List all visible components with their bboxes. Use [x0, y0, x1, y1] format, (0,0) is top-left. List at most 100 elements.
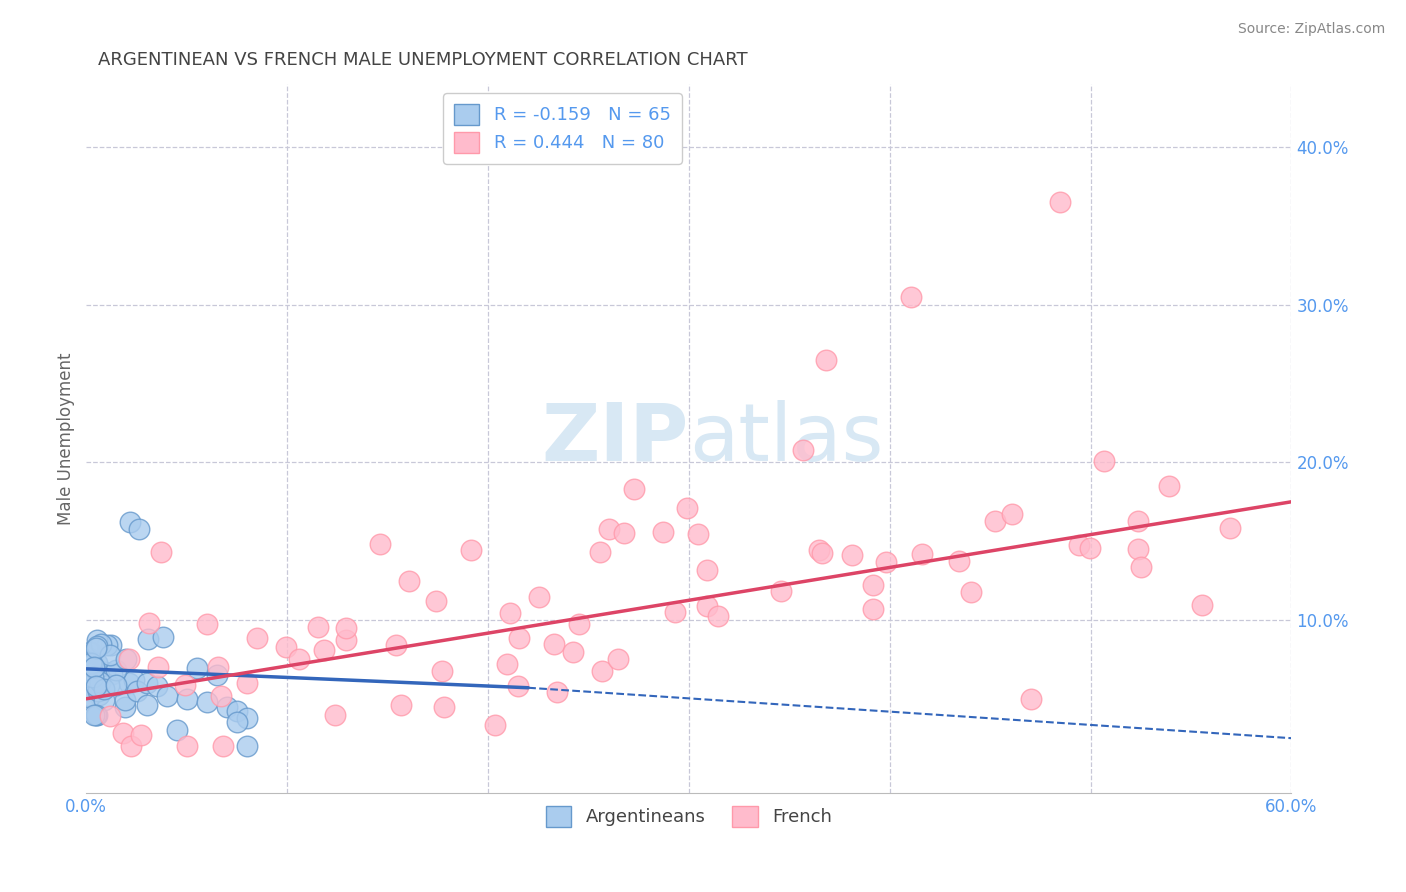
Point [138, 616, 160, 631]
Point [195, 617, 218, 632]
Point [862, 602, 884, 616]
Point [770, 584, 793, 599]
Point [391, 698, 413, 712]
Point [77, 665, 100, 680]
Point [105, 678, 128, 692]
Point [841, 548, 863, 562]
Point [875, 555, 897, 569]
Point [484, 718, 506, 732]
Point [87, 669, 110, 683]
Point [205, 668, 228, 682]
Text: atlas: atlas [689, 400, 883, 478]
Point [1001, 507, 1024, 521]
Point [98, 648, 121, 663]
Point [84, 679, 107, 693]
Point [664, 605, 686, 619]
Point [1092, 454, 1115, 468]
Point [862, 578, 884, 592]
Point [495, 657, 517, 672]
Point [90, 636, 112, 650]
Point [1130, 560, 1153, 574]
Point [323, 708, 346, 723]
Point [1067, 538, 1090, 552]
Point [166, 723, 188, 738]
Point [207, 659, 229, 673]
Point [606, 652, 628, 666]
Point [97, 678, 120, 692]
Point [135, 698, 157, 713]
Point [89, 675, 111, 690]
Point [307, 620, 329, 634]
Point [706, 609, 728, 624]
Point [1191, 598, 1213, 612]
Text: ARGENTINEAN VS FRENCH MALE UNEMPLOYMENT CORRELATION CHART: ARGENTINEAN VS FRENCH MALE UNEMPLOYMENT … [98, 51, 748, 69]
Point [124, 673, 146, 687]
Point [900, 290, 922, 304]
Point [568, 616, 591, 631]
Point [174, 677, 197, 691]
Point [156, 689, 179, 703]
Point [152, 630, 174, 644]
Point [212, 739, 235, 753]
Point [77, 655, 100, 669]
Point [83, 707, 105, 722]
Point [87, 688, 110, 702]
Point [83, 661, 105, 675]
Point [948, 554, 970, 568]
Point [114, 692, 136, 706]
Point [80, 653, 103, 667]
Point [696, 563, 718, 577]
Point [146, 660, 169, 674]
Point [145, 679, 167, 693]
Point [87, 684, 110, 698]
Point [118, 652, 141, 666]
Point [335, 621, 357, 635]
Point [77, 680, 100, 694]
Point [226, 705, 249, 719]
Point [100, 638, 122, 652]
Point [120, 739, 142, 753]
Point [425, 593, 447, 607]
Point [84, 670, 107, 684]
Point [1049, 195, 1071, 210]
Point [114, 699, 136, 714]
Point [101, 666, 124, 681]
Point [276, 640, 298, 654]
Point [79, 690, 101, 704]
Point [176, 691, 198, 706]
Point [186, 661, 208, 675]
Point [83, 659, 105, 673]
Point [118, 675, 141, 690]
Point [96, 639, 118, 653]
Point [368, 537, 391, 551]
Point [335, 633, 357, 648]
Point [77, 690, 100, 704]
Point [1219, 521, 1241, 535]
Text: ZIP: ZIP [541, 400, 689, 478]
Point [1157, 478, 1180, 492]
Point [676, 500, 699, 515]
Point [1126, 514, 1149, 528]
Point [814, 353, 837, 368]
Point [432, 699, 454, 714]
Point [93, 665, 115, 679]
Point [385, 638, 408, 652]
Point [1019, 691, 1042, 706]
Point [83, 674, 105, 689]
Point [84, 678, 107, 692]
Point [82, 657, 104, 671]
Point [652, 524, 675, 539]
Point [128, 522, 150, 536]
Point [613, 526, 636, 541]
Y-axis label: Male Unemployment: Male Unemployment [58, 352, 75, 525]
Text: Source: ZipAtlas.com: Source: ZipAtlas.com [1237, 22, 1385, 37]
Point [460, 543, 482, 558]
Point [598, 522, 620, 536]
Point [792, 443, 814, 458]
Point [93, 682, 115, 697]
Point [543, 637, 565, 651]
Point [984, 514, 1007, 528]
Point [120, 516, 142, 530]
Legend: Argentineans, French: Argentineans, French [538, 798, 839, 834]
Point [86, 633, 108, 648]
